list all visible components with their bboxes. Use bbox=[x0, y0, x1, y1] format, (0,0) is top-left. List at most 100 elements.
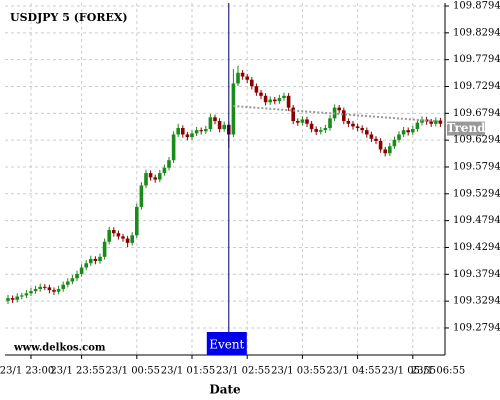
candle-body bbox=[158, 173, 162, 180]
candle-body bbox=[250, 79, 254, 87]
candle-body bbox=[429, 121, 433, 124]
candle-body bbox=[342, 110, 346, 122]
candle-body bbox=[383, 149, 387, 154]
candle-body bbox=[204, 129, 208, 132]
candle-body bbox=[125, 238, 130, 243]
candle-body bbox=[438, 120, 443, 124]
candle-body bbox=[346, 121, 351, 124]
candle-body bbox=[268, 99, 272, 103]
candle-body bbox=[282, 95, 286, 98]
candle-body bbox=[70, 278, 75, 282]
candle-body bbox=[351, 123, 355, 127]
trend-label: Trend bbox=[446, 121, 486, 135]
candle-body bbox=[231, 83, 236, 135]
x-axis-title: Date bbox=[209, 383, 241, 397]
trend-line bbox=[233, 105, 441, 123]
y-tick-label: 109.8794 bbox=[453, 1, 500, 12]
candle-body bbox=[116, 233, 121, 237]
candle-body bbox=[217, 121, 222, 130]
chart-title: USDJPY 5 (FOREX) bbox=[10, 11, 128, 24]
candle-body bbox=[66, 281, 70, 285]
candle-body bbox=[153, 177, 157, 180]
y-tick-label: 109.4794 bbox=[453, 215, 500, 226]
x-tick-label: 23/1 01:55 bbox=[161, 366, 215, 377]
candle-body bbox=[355, 126, 360, 129]
candle-body bbox=[89, 258, 93, 264]
x-tick-label: 23/1 23:55 bbox=[50, 366, 104, 377]
candle-body bbox=[107, 229, 111, 242]
candle-body bbox=[314, 129, 318, 132]
candle-body bbox=[190, 133, 194, 138]
x-tick-label: 23/1 06:55 bbox=[411, 366, 465, 377]
x-tick-label: 23/1 05:55 bbox=[382, 366, 436, 377]
y-tick-label: 109.3794 bbox=[453, 269, 500, 280]
candle-body bbox=[360, 128, 364, 131]
event-label-box bbox=[206, 332, 247, 355]
candle-body bbox=[130, 235, 134, 243]
candle-body bbox=[29, 291, 33, 294]
candle-body bbox=[93, 258, 98, 262]
candle-body bbox=[415, 122, 420, 130]
y-tick-label: 109.6794 bbox=[453, 108, 500, 119]
y-tick-label: 109.6294 bbox=[453, 135, 500, 146]
candle-body bbox=[337, 107, 341, 111]
candle-body bbox=[75, 273, 79, 279]
y-tick-label: 109.5794 bbox=[453, 161, 500, 172]
candle-body bbox=[319, 130, 323, 132]
candle-body bbox=[79, 267, 84, 274]
candle-body bbox=[286, 95, 291, 108]
candle-body bbox=[15, 296, 19, 300]
candle-body bbox=[401, 130, 406, 135]
candle-body bbox=[56, 289, 61, 292]
candle-body bbox=[259, 92, 263, 96]
candle-body bbox=[374, 138, 378, 141]
y-tick-label: 109.2794 bbox=[453, 322, 500, 333]
candle-body bbox=[47, 287, 52, 291]
candle-body bbox=[139, 185, 144, 207]
candle-body bbox=[411, 129, 415, 133]
candle-body bbox=[162, 167, 167, 174]
candle-body bbox=[135, 206, 139, 236]
candle-body bbox=[148, 173, 153, 178]
candle-body bbox=[24, 293, 29, 296]
candle-body bbox=[305, 119, 309, 124]
candle-body bbox=[365, 130, 369, 135]
candle-body bbox=[397, 134, 401, 140]
candle-body bbox=[121, 236, 125, 239]
candle-body bbox=[273, 99, 277, 102]
trend-label-box bbox=[447, 121, 485, 136]
x-tick-label: 23/1 02:55 bbox=[216, 366, 270, 377]
candle-body bbox=[309, 123, 314, 130]
y-tick-label: 109.5294 bbox=[453, 188, 500, 199]
x-tick-label: 23/1 04:55 bbox=[326, 366, 380, 377]
candle-body bbox=[194, 130, 199, 134]
overlays: Trend Event bbox=[206, 3, 486, 355]
candle-body bbox=[222, 124, 226, 130]
event-label: Event bbox=[209, 338, 244, 352]
candle-body bbox=[296, 121, 300, 123]
candle-body bbox=[171, 134, 176, 161]
candle-body bbox=[167, 160, 171, 168]
candle-body bbox=[33, 289, 38, 292]
candle-body bbox=[392, 139, 397, 147]
candles bbox=[6, 65, 443, 305]
candle-body bbox=[328, 118, 332, 129]
candle-body bbox=[213, 117, 217, 122]
grid bbox=[5, 3, 445, 355]
candle-body bbox=[240, 72, 245, 77]
candle-body bbox=[52, 290, 56, 292]
candle-body bbox=[43, 286, 47, 288]
candle-body bbox=[20, 295, 24, 297]
candle-body bbox=[38, 286, 42, 289]
candle-body bbox=[434, 120, 438, 124]
candle-body bbox=[112, 229, 116, 234]
candle-body bbox=[98, 256, 102, 262]
y-tick-label: 109.3294 bbox=[453, 296, 500, 307]
candle-body bbox=[369, 134, 374, 139]
watermark: www.delkos.com bbox=[13, 343, 106, 354]
candle-body bbox=[185, 134, 190, 138]
candle-body bbox=[300, 119, 305, 123]
candle-body bbox=[388, 146, 392, 154]
